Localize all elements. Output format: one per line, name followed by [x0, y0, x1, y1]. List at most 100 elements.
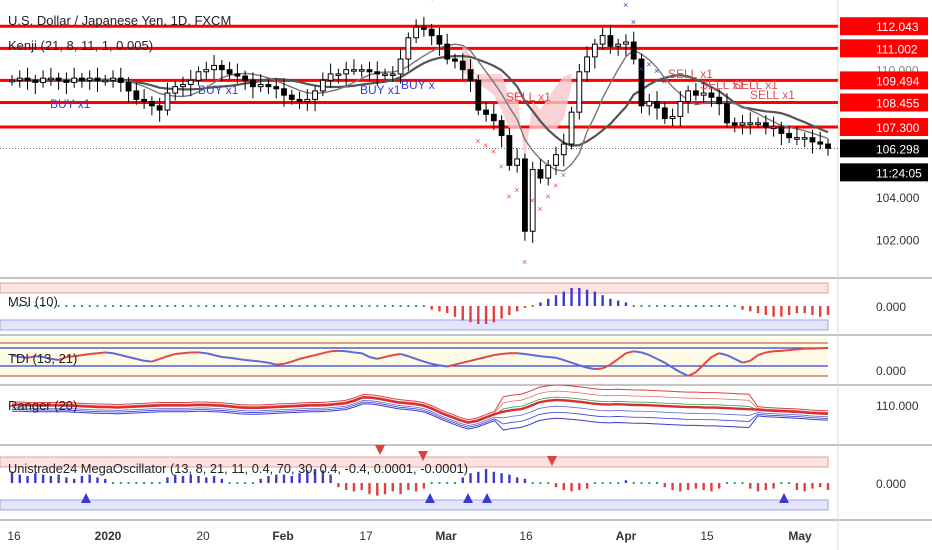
msi-bar — [741, 306, 744, 310]
candle-body — [94, 77, 101, 81]
tdi-segment — [11, 354, 21, 358]
msi-dot — [632, 305, 635, 307]
candle-body — [343, 69, 350, 75]
countdown-label: 11:24:05 — [876, 166, 922, 180]
candle-body — [747, 122, 754, 125]
candle-body — [203, 69, 210, 73]
mega-bar — [811, 483, 814, 489]
mega-bar — [710, 483, 713, 492]
sell-cross-marker: × — [530, 196, 535, 206]
msi-dot — [399, 305, 402, 307]
candle-body — [304, 98, 311, 103]
tdi-segment — [81, 352, 90, 357]
mega-bar — [80, 476, 84, 483]
tdi-segment — [656, 358, 666, 364]
mega-bar — [663, 483, 666, 488]
mega-bar — [212, 476, 216, 483]
signal-label: BUY x1 — [198, 83, 239, 97]
msi-bar — [756, 306, 760, 314]
msi-dot — [244, 305, 247, 307]
price-level-label: 109.494 — [876, 74, 920, 88]
msi-dot — [197, 305, 200, 307]
moving-average-lines — [11, 43, 829, 172]
tdi-line — [11, 346, 829, 377]
candle-body — [288, 94, 295, 100]
msi-dot — [96, 305, 99, 307]
mega-dot — [648, 482, 651, 484]
mega-dot — [609, 482, 612, 484]
msi-dot — [166, 305, 169, 307]
mega-bar — [368, 483, 371, 495]
buy-cross-marker: × — [638, 64, 643, 74]
msi-bar — [616, 300, 620, 306]
mega-up-triangle — [425, 493, 435, 503]
tdi-segment — [765, 350, 774, 354]
msi-dot — [531, 305, 534, 307]
candle-body — [692, 90, 699, 96]
candle-body — [654, 101, 660, 109]
x-tick-label: 2020 — [95, 529, 122, 543]
msi-dot — [275, 305, 278, 307]
candle-body — [475, 79, 482, 111]
price-level-label: 108.455 — [876, 97, 920, 111]
mega-dot — [780, 482, 783, 484]
msi-bar — [811, 306, 814, 315]
tdi-segment — [470, 357, 479, 362]
mega-bar — [275, 474, 278, 483]
candle-body — [506, 135, 513, 166]
sell-cross-marker: × — [491, 147, 496, 157]
mega-bar — [267, 476, 270, 483]
candle-body — [187, 79, 194, 86]
mega-bar — [197, 476, 200, 483]
msi-bar — [438, 306, 441, 312]
candle-body — [164, 92, 171, 111]
tdi-segment — [664, 361, 674, 369]
mega-bar — [819, 483, 822, 488]
mega-dot — [593, 482, 596, 484]
sell-cross-marker: × — [561, 170, 566, 180]
sell-cross-marker: × — [506, 191, 511, 201]
tdi-segment — [276, 362, 285, 366]
mega-upper-band — [0, 456, 829, 468]
candle-body — [148, 101, 155, 107]
tdi-segment — [796, 347, 805, 351]
mega-bar — [376, 483, 379, 496]
mega-bar — [422, 483, 426, 489]
tdi-segment — [548, 356, 557, 359]
tdi-segment — [128, 356, 137, 360]
megaoscillator-histogram — [10, 445, 830, 503]
tdi-segment — [672, 366, 681, 374]
tdi-segment — [493, 352, 502, 357]
tdi-segment — [237, 357, 246, 362]
candle-body — [125, 81, 132, 92]
msi-bar — [562, 291, 565, 306]
tdi-segment — [579, 364, 588, 369]
mega-bar — [492, 471, 496, 483]
tdi-segment — [268, 361, 277, 366]
candle-body — [141, 98, 148, 103]
mega-down-triangle — [418, 451, 428, 461]
tdi-segment — [377, 356, 386, 360]
mega-bar — [756, 483, 760, 492]
msi-dot — [368, 305, 371, 307]
price-axis: 110.000 112.043 111.002 109.494 108.455 107.3… — [840, 17, 928, 491]
msi-lower-band — [0, 319, 829, 331]
tdi-segment — [695, 363, 705, 373]
msi-dot — [360, 305, 363, 307]
mega-dot — [119, 482, 122, 484]
candle-body — [576, 71, 583, 113]
mega-dot — [601, 482, 604, 484]
msi-dot — [251, 305, 254, 307]
tdi-segment — [749, 354, 759, 362]
candle-body — [716, 96, 723, 105]
candle-body — [79, 77, 85, 81]
mega-bar — [671, 483, 674, 490]
mega-bar — [88, 474, 91, 483]
msi-dot — [733, 305, 736, 307]
mega-up-triangle — [779, 493, 789, 503]
tdi-segment — [431, 362, 440, 367]
msi-dot — [80, 305, 83, 307]
mega-down-triangle — [547, 456, 557, 466]
msi-dot — [648, 305, 651, 307]
